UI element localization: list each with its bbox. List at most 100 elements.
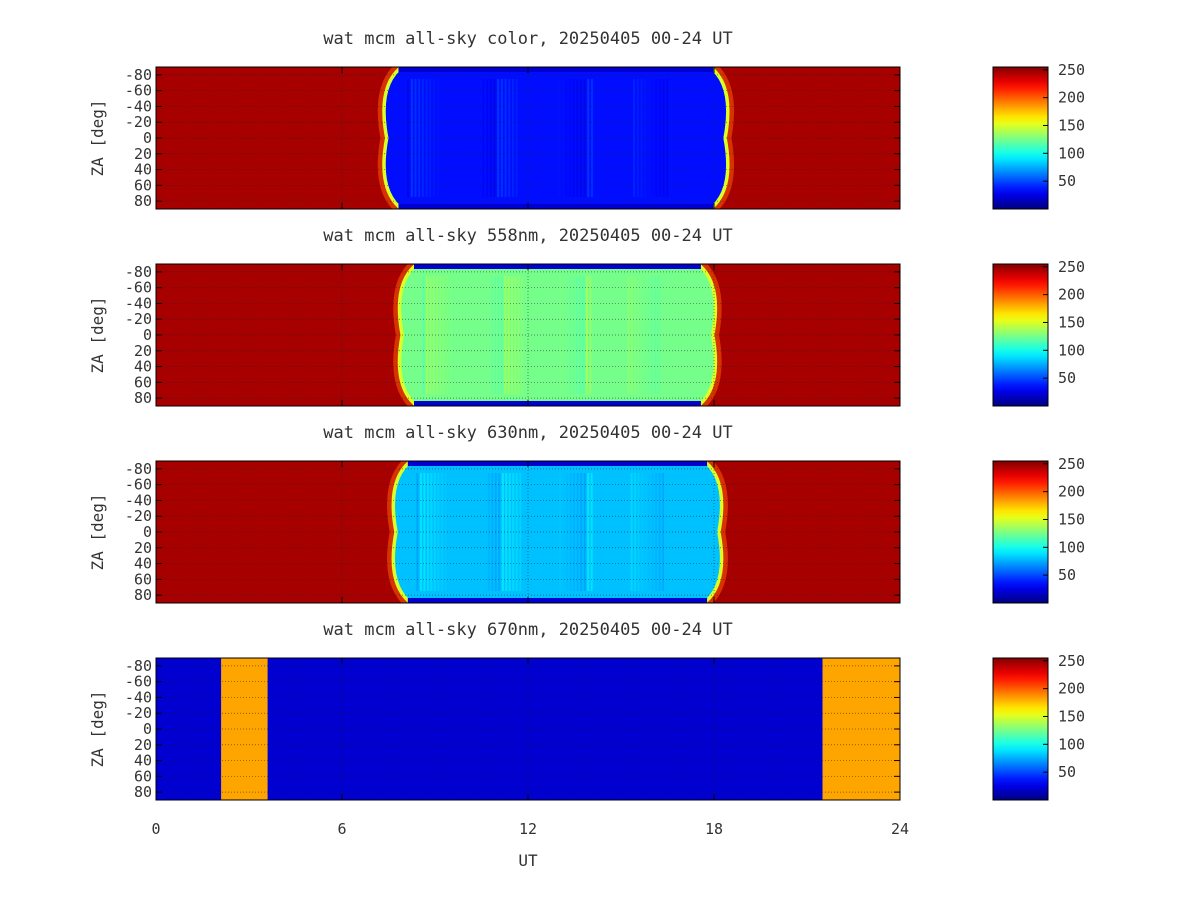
- night-streak: [447, 473, 450, 591]
- y-axis-label: ZA [deg]: [88, 493, 107, 570]
- colorbar-tick-label: 250: [1058, 61, 1085, 79]
- y-tick-label: -80: [125, 263, 152, 281]
- panel-1: wat mcm all-sky color, 20250405 00-24 UT…: [88, 29, 1085, 210]
- night-streak: [634, 276, 637, 394]
- horizon-band-north: [407, 461, 708, 466]
- night-streak: [436, 79, 439, 197]
- night-streak: [498, 473, 501, 591]
- x-tick-label: 12: [519, 820, 537, 838]
- y-tick-label: -60: [125, 673, 152, 691]
- colorbar-tick-label: 200: [1058, 89, 1085, 107]
- horizon-band-south: [407, 598, 708, 603]
- y-tick-label: -60: [125, 82, 152, 100]
- night-streak: [654, 276, 657, 394]
- y-tick-label: 0: [143, 129, 152, 147]
- night-streak: [435, 276, 438, 394]
- night-streak: [657, 276, 660, 394]
- night-streak: [636, 79, 639, 197]
- night-streak: [414, 79, 417, 197]
- y-tick-label: -20: [125, 113, 152, 131]
- night-streak: [633, 79, 636, 197]
- night-streak: [580, 473, 583, 591]
- night-streak: [576, 79, 579, 197]
- y-tick-label: 60: [134, 373, 152, 391]
- heatmap-area: [156, 264, 900, 406]
- horizon-band-south: [398, 204, 714, 209]
- night-streak: [507, 276, 510, 394]
- night-streak: [637, 473, 640, 591]
- night-streak: [432, 276, 435, 394]
- night-streak: [493, 79, 496, 197]
- colorbar-tick-label: 50: [1058, 369, 1076, 387]
- night-streak: [651, 473, 654, 591]
- colorbar-tick-label: 200: [1058, 483, 1085, 501]
- horizon-band-north: [414, 264, 701, 269]
- y-axis-label: ZA [deg]: [88, 99, 107, 176]
- colorbar: [992, 460, 1049, 604]
- night-streak: [559, 473, 562, 591]
- night-streak: [658, 473, 661, 591]
- colorbar: [992, 263, 1049, 407]
- night-streak: [651, 79, 654, 197]
- night-streak: [439, 276, 442, 394]
- heatmap-area: [156, 67, 900, 209]
- colorbar-tick-label: 200: [1058, 680, 1085, 698]
- night-streak: [559, 276, 562, 394]
- y-tick-label: -60: [125, 279, 152, 297]
- y-tick-label: 0: [143, 523, 152, 541]
- night-streak: [429, 79, 432, 197]
- night-streak: [589, 276, 592, 394]
- y-tick-label: 20: [134, 342, 152, 360]
- y-tick-label: 40: [134, 358, 152, 376]
- night-streak: [421, 79, 424, 197]
- night-streak: [630, 276, 633, 394]
- colorbar-tick-label: 150: [1058, 116, 1085, 134]
- x-tick-label: 18: [705, 820, 723, 838]
- y-tick-label: -40: [125, 97, 152, 115]
- night-streak: [573, 473, 576, 591]
- heatmap-area: [156, 461, 900, 603]
- night-streak: [504, 276, 507, 394]
- night-streak: [426, 473, 429, 591]
- night-streak: [429, 276, 432, 394]
- night-streak: [519, 473, 522, 591]
- colorbar: [992, 66, 1049, 210]
- y-tick-label: -20: [125, 704, 152, 722]
- colorbar-tick-label: 150: [1058, 313, 1085, 331]
- y-tick-label: 60: [134, 176, 152, 194]
- night-streak: [430, 473, 433, 591]
- colorbar-tick-label: 100: [1058, 341, 1085, 359]
- night-streak: [517, 276, 520, 394]
- y-axis-label: ZA [deg]: [88, 690, 107, 767]
- colorbar-tick-label: 150: [1058, 510, 1085, 528]
- y-tick-label: 40: [134, 752, 152, 770]
- colorbar-tick-label: 100: [1058, 735, 1085, 753]
- y-tick-label: 60: [134, 767, 152, 785]
- y-tick-label: -80: [125, 460, 152, 478]
- night-streak: [442, 276, 445, 394]
- colorbar-tick-label: 200: [1058, 286, 1085, 304]
- night-streak: [658, 79, 661, 197]
- night-streak: [520, 276, 523, 394]
- night-streak: [490, 276, 493, 394]
- night-streak: [423, 473, 426, 591]
- night-streak: [640, 276, 643, 394]
- y-tick-label: 80: [134, 192, 152, 210]
- night-streak: [655, 79, 658, 197]
- panel-title: wat mcm all-sky 630nm, 20250405 00-24 UT: [323, 423, 732, 443]
- night-streak: [418, 79, 421, 197]
- colorbar-tick-label: 100: [1058, 144, 1085, 162]
- horizon-band-north: [398, 67, 714, 72]
- x-tick-label: 0: [151, 820, 160, 838]
- y-tick-label: 40: [134, 161, 152, 179]
- y-tick-label: 60: [134, 570, 152, 588]
- y-tick-label: 80: [134, 389, 152, 407]
- y-tick-label: -20: [125, 507, 152, 525]
- night-streak: [486, 79, 489, 197]
- colorbar-tick-label: 50: [1058, 172, 1076, 190]
- y-tick-label: -40: [125, 688, 152, 706]
- night-streak: [666, 79, 669, 197]
- night-streak: [585, 276, 588, 394]
- y-tick-label: 20: [134, 145, 152, 163]
